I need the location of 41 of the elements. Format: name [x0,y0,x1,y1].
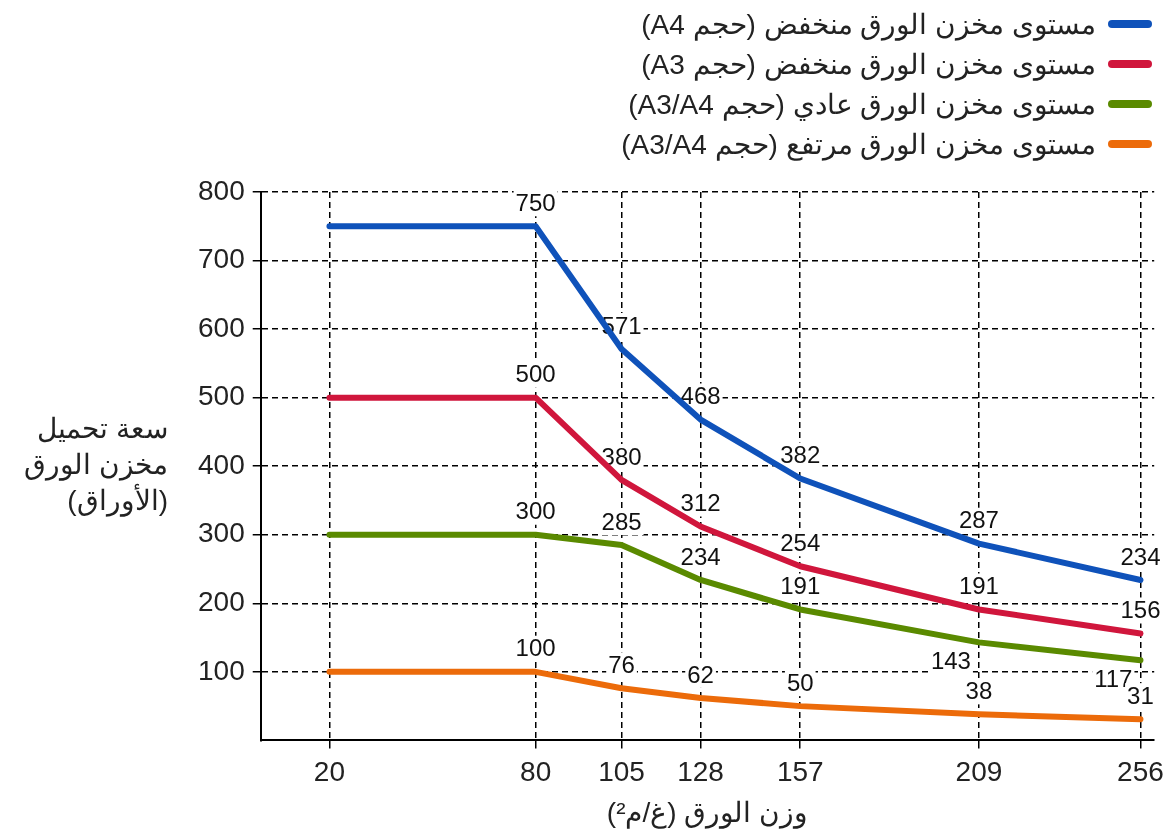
data-label: 287 [958,506,999,534]
y-tick-label: 600 [198,311,245,343]
data-label: 38 [965,676,993,704]
x-axis-title: وزن الورق (غ/م²) [606,797,809,829]
legend-label: مستوى مخزن الورق مرتفع (حجم A3/A4) [621,127,1096,161]
data-label: 382 [780,441,821,469]
y-axis-title: سعة تحميل مخزن الورق (الأوراق) [24,412,168,517]
legend-label: مستوى مخزن الورق منخفض (حجم A4) [641,7,1096,41]
data-label: 234 [1120,542,1161,570]
y-tick-label: 300 [198,517,245,549]
data-label: 468 [680,382,721,410]
y-tick-label: 100 [198,654,245,686]
x-tick-label: 105 [598,755,645,787]
data-label: 285 [601,507,642,535]
y-tick-label: 400 [198,448,245,480]
x-tick-label: 20 [313,755,346,787]
x-tick-label: 209 [955,755,1003,787]
legend-label: مستوى مخزن الورق عادي (حجم A3/A4) [628,87,1096,121]
y-tick-label: 800 [198,174,245,206]
data-label: 50 [786,668,814,696]
legend-label: مستوى مخزن الورق منخفض (حجم A3) [641,47,1096,81]
y-tick-label: 500 [198,380,245,412]
x-tick-label: 256 [1117,755,1164,787]
y-tick-label: 700 [198,243,245,275]
data-label: 156 [1120,596,1161,624]
x-tick-label: 157 [776,755,824,787]
data-label: 500 [515,360,556,388]
data-label: 234 [680,542,721,570]
data-label: 300 [515,497,556,525]
data-label: 254 [780,528,821,556]
y-tick-label: 200 [198,586,245,618]
x-tick-label: 128 [677,755,724,787]
data-label: 143 [930,647,971,674]
data-label: 191 [780,572,821,600]
data-label: 312 [680,489,721,517]
data-label: 750 [515,188,556,216]
data-label: 100 [515,634,556,662]
x-tick-label: 80 [520,755,552,787]
data-label: 62 [687,660,714,688]
data-label: 76 [608,650,635,678]
data-label: 191 [958,572,999,600]
